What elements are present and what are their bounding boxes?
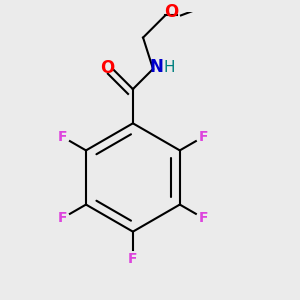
Text: F: F bbox=[199, 211, 208, 225]
Text: O: O bbox=[100, 58, 115, 76]
Text: H: H bbox=[164, 60, 175, 75]
Text: F: F bbox=[58, 130, 67, 144]
Text: N: N bbox=[149, 58, 164, 76]
Text: F: F bbox=[128, 252, 138, 266]
Text: F: F bbox=[58, 211, 67, 225]
Text: O: O bbox=[164, 3, 178, 21]
Text: F: F bbox=[199, 130, 208, 144]
